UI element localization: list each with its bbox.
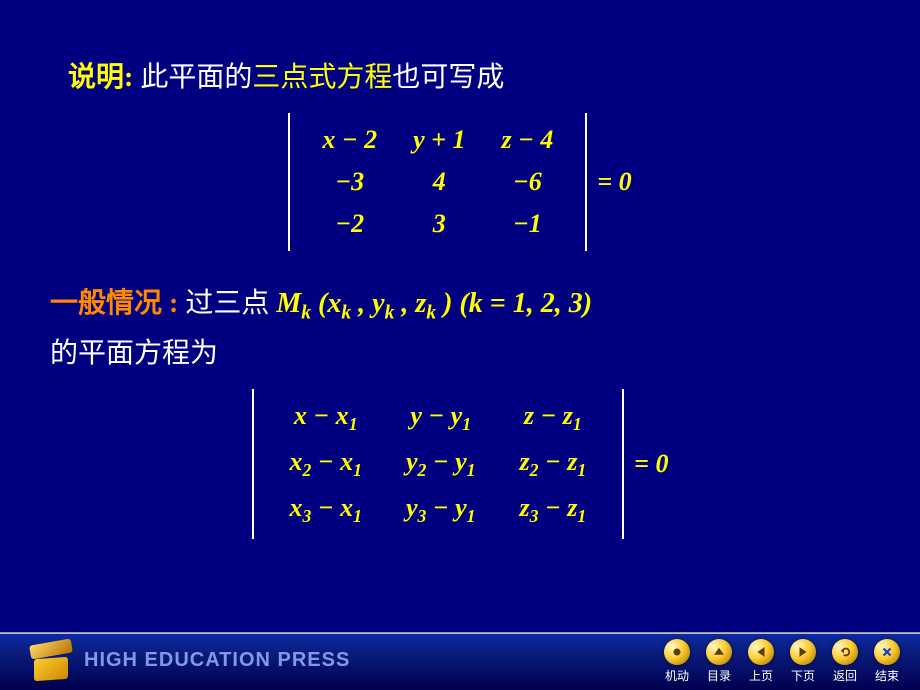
det2-cell: x3 − x1 xyxy=(268,487,384,533)
det1-cell: z − 4 xyxy=(483,119,571,161)
line2-pre: 过三点 xyxy=(185,288,276,319)
line1-label: 说明: xyxy=(68,62,133,93)
end-icon xyxy=(874,639,900,665)
brand-text: HIGH EDUCATION PRESS xyxy=(84,649,350,672)
nav-label: 目录 xyxy=(707,667,731,684)
slide-content: 说明: 此平面的三点式方程也可写成 x − 2y + 1z − 4 −34−6 −2… xyxy=(0,0,920,539)
footer-nav: 机动 目录 上页 下页 返回 结束 xyxy=(664,639,900,684)
det2-cell: z − z1 xyxy=(497,395,608,441)
determinant-1: x − 2y + 1z − 4 −34−6 −23−1 = 0 xyxy=(50,113,870,251)
brand-logo: HIGH EDUCATION PRESS xyxy=(30,640,350,680)
line2-label: 一般情况 : xyxy=(50,288,178,319)
det1-cell: −6 xyxy=(483,161,571,203)
det1-cell: −3 xyxy=(304,161,395,203)
next-icon xyxy=(790,639,816,665)
line1-pre: 此平面的 xyxy=(140,62,252,93)
det1-cell: 3 xyxy=(395,203,483,245)
det2-cell: z2 − z1 xyxy=(497,441,608,487)
det1-matrix: x − 2y + 1z − 4 −34−6 −23−1 xyxy=(288,113,587,251)
nav-motion-button[interactable]: 机动 xyxy=(664,639,690,684)
line-2: 一般情况 : 过三点 Mk (xk , yk , zk ) (k = 1, 2,… xyxy=(50,281,870,325)
determinant-2: x − x1y − y1z − z1 x2 − x1y2 − y1z2 − z1 x… xyxy=(50,389,870,540)
footer: HIGH EDUCATION PRESS 机动 目录 上页 下页 返回 结束 xyxy=(0,632,920,690)
toc-icon xyxy=(706,639,732,665)
line1-post: 也可写成 xyxy=(392,62,504,93)
nav-label: 下页 xyxy=(791,667,815,684)
line2-math: Mk (xk , yk , zk ) (k = 1, 2, 3) xyxy=(276,288,592,319)
det2-rhs: = 0 xyxy=(634,449,668,479)
line-1: 说明: 此平面的三点式方程也可写成 xyxy=(68,55,870,95)
nav-next-button[interactable]: 下页 xyxy=(790,639,816,684)
det2-cell: x − x1 xyxy=(268,395,384,441)
det1-rhs: = 0 xyxy=(597,167,631,197)
det1-cell: −2 xyxy=(304,203,395,245)
det2-cell: y − y1 xyxy=(384,395,498,441)
nav-label: 上页 xyxy=(749,667,773,684)
nav-prev-button[interactable]: 上页 xyxy=(748,639,774,684)
det2-matrix: x − x1y − y1z − z1 x2 − x1y2 − y1z2 − z1 x… xyxy=(252,389,625,540)
det2-cell: x2 − x1 xyxy=(268,441,384,487)
det1-cell: 4 xyxy=(395,161,483,203)
prev-icon xyxy=(748,639,774,665)
chest-icon xyxy=(30,640,74,680)
motion-icon xyxy=(664,639,690,665)
nav-back-button[interactable]: 返回 xyxy=(832,639,858,684)
nav-label: 机动 xyxy=(665,667,689,684)
det2-cell: z3 − z1 xyxy=(497,487,608,533)
det1-cell: x − 2 xyxy=(304,119,395,161)
nav-label: 返回 xyxy=(833,667,857,684)
det2-cell: y3 − y1 xyxy=(384,487,498,533)
nav-toc-button[interactable]: 目录 xyxy=(706,639,732,684)
back-icon xyxy=(832,639,858,665)
nav-end-button[interactable]: 结束 xyxy=(874,639,900,684)
det2-cell: y2 − y1 xyxy=(384,441,498,487)
nav-label: 结束 xyxy=(875,667,899,684)
line-3: 的平面方程为 xyxy=(50,331,870,371)
det1-cell: −1 xyxy=(483,203,571,245)
det1-cell: y + 1 xyxy=(395,119,483,161)
line1-highlight: 三点式方程 xyxy=(252,62,392,93)
